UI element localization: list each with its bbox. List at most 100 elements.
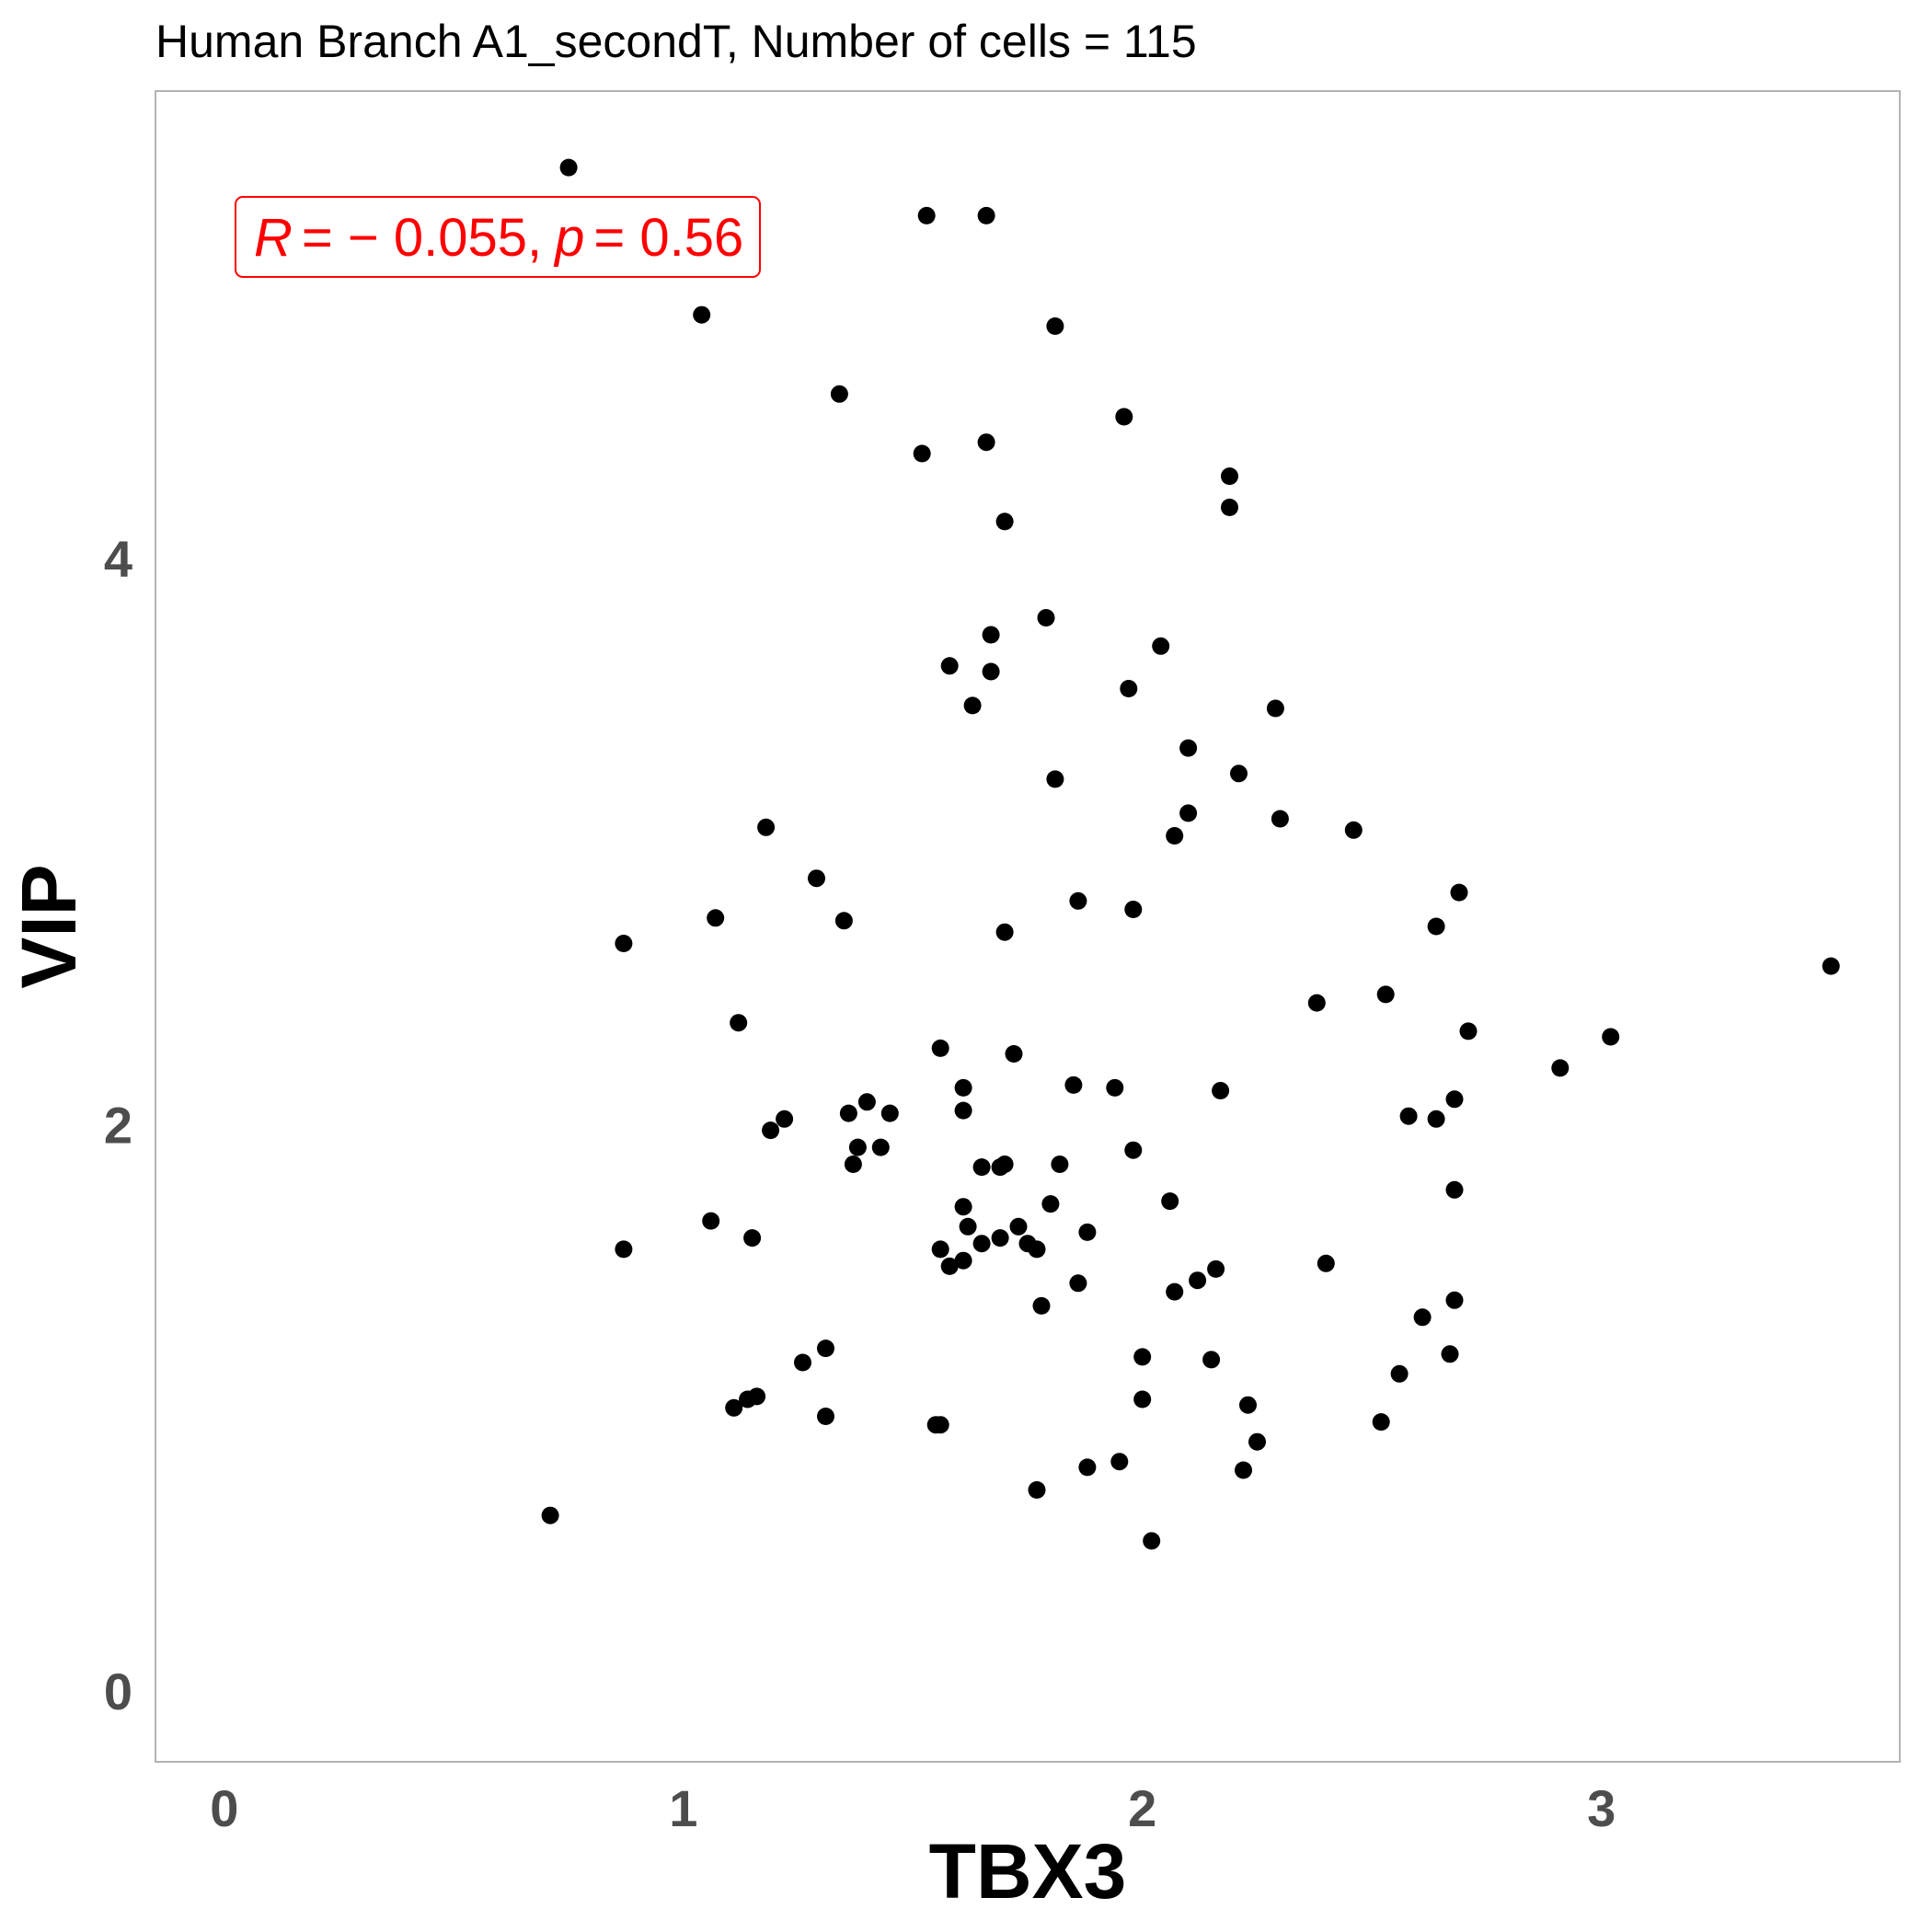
data-point-108 [1248, 1432, 1266, 1451]
data-point-25 [1271, 810, 1289, 828]
data-point-12 [995, 512, 1014, 531]
data-point-44 [931, 1039, 949, 1057]
data-point-57 [1427, 1110, 1445, 1128]
data-point-61 [871, 1138, 890, 1156]
data-point-98 [1390, 1364, 1409, 1383]
data-point-42 [1459, 1022, 1478, 1041]
x-axis-ticks: 0 1 2 3 [210, 1779, 1616, 1837]
data-point-33 [707, 909, 725, 927]
data-point-29 [808, 869, 825, 888]
data-point-11 [1221, 499, 1238, 516]
data-point-35 [1427, 917, 1445, 936]
data-point-80 [615, 1240, 633, 1259]
data-point-32 [1124, 901, 1143, 918]
data-point-8 [977, 433, 995, 452]
data-point-68 [1445, 1180, 1464, 1199]
data-point-23 [1046, 770, 1064, 788]
data-point-102 [1133, 1390, 1152, 1409]
data-point-112 [1028, 1481, 1046, 1499]
data-point-37 [615, 935, 633, 952]
data-point-107 [1372, 1413, 1390, 1432]
data-point-28 [1166, 827, 1184, 845]
data-point-21 [1179, 739, 1198, 757]
data-point-51 [857, 1093, 876, 1111]
data-point-34 [834, 912, 853, 930]
data-point-114 [1143, 1532, 1161, 1550]
data-point-30 [1450, 883, 1468, 902]
data-point-1 [559, 158, 578, 177]
data-point-39 [1376, 985, 1395, 1004]
x-tick-label: 2 [1128, 1779, 1156, 1837]
chart-title: Human Branch A1_secondT, Number of cells… [155, 16, 1197, 67]
data-point-86 [1207, 1259, 1225, 1278]
data-point-82 [1028, 1240, 1046, 1259]
data-point-2 [917, 206, 936, 224]
y-axis-ticks: 0 2 4 [104, 530, 132, 1720]
y-tick-label: 0 [104, 1662, 132, 1720]
data-point-26 [757, 818, 776, 836]
data-point-58 [776, 1110, 794, 1128]
data-point-66 [995, 1156, 1014, 1173]
data-point-63 [844, 1156, 862, 1173]
data-point-90 [1445, 1291, 1464, 1309]
data-point-96 [1133, 1348, 1152, 1366]
data-point-91 [1032, 1296, 1051, 1315]
annotation-text: R = − 0.055, p = 0.56 [254, 208, 743, 268]
data-point-95 [794, 1353, 811, 1372]
data-point-45 [1005, 1045, 1023, 1063]
data-point-14 [982, 626, 1000, 644]
data-point-54 [839, 1104, 857, 1122]
data-point-60 [848, 1138, 867, 1156]
plot-panel [155, 90, 1901, 1763]
data-point-100 [739, 1390, 757, 1409]
data-point-92 [1413, 1308, 1432, 1327]
data-point-3 [977, 206, 995, 224]
data-point-7 [1115, 408, 1133, 426]
data-point-59 [762, 1121, 780, 1140]
data-point-94 [1441, 1345, 1459, 1363]
data-point-13 [1037, 609, 1055, 627]
data-point-53 [954, 1101, 972, 1120]
data-point-84 [1317, 1254, 1335, 1272]
data-point-18 [1120, 680, 1138, 697]
data-point-47 [954, 1078, 972, 1097]
annotation-r-value: = − 0.055, [302, 208, 542, 268]
data-point-106 [931, 1416, 949, 1434]
data-point-101 [725, 1398, 743, 1417]
data-point-77 [743, 1229, 762, 1248]
data-point-64 [972, 1158, 991, 1177]
x-axis-title: TBX3 [929, 1828, 1127, 1915]
data-point-22 [1230, 765, 1248, 783]
data-point-4 [693, 305, 711, 324]
data-point-76 [991, 1229, 1009, 1248]
data-point-31 [1069, 891, 1087, 910]
data-point-81 [931, 1240, 949, 1259]
data-point-62 [1124, 1141, 1143, 1159]
data-point-46 [1551, 1059, 1570, 1077]
data-point-97 [1202, 1351, 1221, 1369]
data-point-89 [1166, 1282, 1184, 1301]
data-point-41 [730, 1014, 748, 1032]
data-point-73 [959, 1217, 977, 1236]
data-point-88 [1069, 1274, 1087, 1293]
data-point-43 [1602, 1028, 1620, 1046]
data-point-38 [1822, 957, 1840, 975]
data-point-17 [982, 662, 1000, 681]
data-point-75 [1078, 1223, 1097, 1241]
data-point-71 [954, 1198, 972, 1216]
data-point-6 [830, 385, 848, 403]
data-point-67 [1051, 1156, 1069, 1173]
data-point-15 [1152, 637, 1170, 655]
data-point-69 [1161, 1192, 1179, 1211]
data-point-70 [1041, 1195, 1060, 1213]
data-point-104 [817, 1408, 834, 1425]
x-tick-label: 1 [669, 1779, 697, 1837]
data-point-55 [880, 1104, 899, 1122]
data-point-109 [1110, 1453, 1129, 1471]
data-point-20 [1266, 699, 1284, 718]
data-point-40 [1307, 994, 1326, 1012]
y-tick-label: 2 [104, 1097, 132, 1155]
data-point-36 [995, 923, 1014, 941]
data-point-74 [1009, 1217, 1028, 1236]
